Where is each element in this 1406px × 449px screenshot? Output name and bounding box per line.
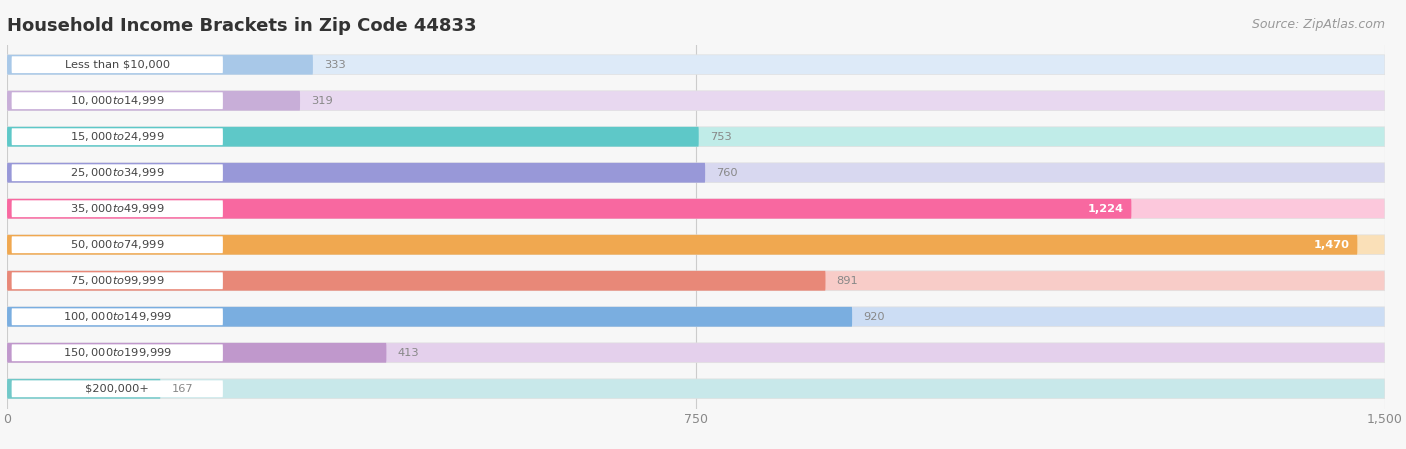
FancyBboxPatch shape xyxy=(11,92,224,109)
FancyBboxPatch shape xyxy=(7,55,1385,75)
Text: $10,000 to $14,999: $10,000 to $14,999 xyxy=(70,94,165,107)
Text: 333: 333 xyxy=(323,60,346,70)
Text: 891: 891 xyxy=(837,276,858,286)
Text: Household Income Brackets in Zip Code 44833: Household Income Brackets in Zip Code 44… xyxy=(7,17,477,35)
Text: 413: 413 xyxy=(398,348,419,358)
FancyBboxPatch shape xyxy=(7,235,1385,255)
Text: 1,224: 1,224 xyxy=(1088,204,1123,214)
FancyBboxPatch shape xyxy=(11,380,224,397)
Text: 167: 167 xyxy=(172,384,193,394)
FancyBboxPatch shape xyxy=(11,236,224,253)
Text: $150,000 to $199,999: $150,000 to $199,999 xyxy=(63,346,172,359)
Text: Source: ZipAtlas.com: Source: ZipAtlas.com xyxy=(1251,18,1385,31)
FancyBboxPatch shape xyxy=(7,199,1132,219)
FancyBboxPatch shape xyxy=(7,163,706,183)
FancyBboxPatch shape xyxy=(7,91,1385,110)
FancyBboxPatch shape xyxy=(7,127,1385,147)
FancyBboxPatch shape xyxy=(7,307,1385,327)
Text: $50,000 to $74,999: $50,000 to $74,999 xyxy=(70,238,165,251)
FancyBboxPatch shape xyxy=(7,343,387,363)
Text: Less than $10,000: Less than $10,000 xyxy=(65,60,170,70)
FancyBboxPatch shape xyxy=(11,128,224,145)
FancyBboxPatch shape xyxy=(7,379,1385,399)
FancyBboxPatch shape xyxy=(7,343,1385,363)
FancyBboxPatch shape xyxy=(7,307,852,327)
Text: $25,000 to $34,999: $25,000 to $34,999 xyxy=(70,166,165,179)
Text: $100,000 to $149,999: $100,000 to $149,999 xyxy=(63,310,172,323)
FancyBboxPatch shape xyxy=(7,271,1385,291)
FancyBboxPatch shape xyxy=(11,56,224,73)
Text: 319: 319 xyxy=(311,96,333,106)
Text: $35,000 to $49,999: $35,000 to $49,999 xyxy=(70,202,165,215)
FancyBboxPatch shape xyxy=(7,91,299,110)
FancyBboxPatch shape xyxy=(7,235,1357,255)
Text: 760: 760 xyxy=(716,168,738,178)
FancyBboxPatch shape xyxy=(7,271,825,291)
Text: $200,000+: $200,000+ xyxy=(86,384,149,394)
Text: 753: 753 xyxy=(710,132,731,142)
Text: 920: 920 xyxy=(863,312,884,322)
Text: 1,470: 1,470 xyxy=(1315,240,1350,250)
FancyBboxPatch shape xyxy=(11,164,224,181)
FancyBboxPatch shape xyxy=(11,273,224,289)
FancyBboxPatch shape xyxy=(7,379,160,399)
FancyBboxPatch shape xyxy=(7,127,699,147)
FancyBboxPatch shape xyxy=(7,199,1385,219)
FancyBboxPatch shape xyxy=(11,200,224,217)
FancyBboxPatch shape xyxy=(7,163,1385,183)
Text: $15,000 to $24,999: $15,000 to $24,999 xyxy=(70,130,165,143)
FancyBboxPatch shape xyxy=(11,308,224,325)
FancyBboxPatch shape xyxy=(11,344,224,361)
FancyBboxPatch shape xyxy=(7,55,314,75)
Text: $75,000 to $99,999: $75,000 to $99,999 xyxy=(70,274,165,287)
